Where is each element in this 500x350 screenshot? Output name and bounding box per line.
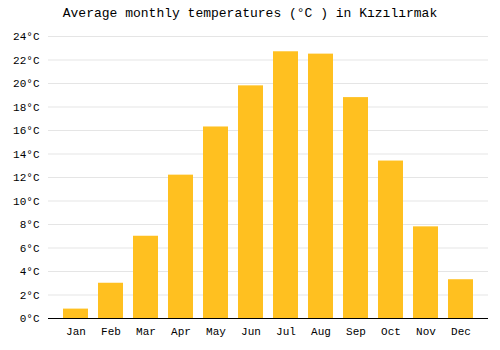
- svg-text:12°C: 12°C: [13, 172, 40, 184]
- svg-text:Jun: Jun: [241, 326, 261, 338]
- svg-text:Feb: Feb: [101, 326, 121, 338]
- svg-text:Mar: Mar: [136, 326, 156, 338]
- svg-text:14°C: 14°C: [13, 149, 40, 161]
- svg-text:18°C: 18°C: [13, 102, 40, 114]
- svg-text:Dec: Dec: [451, 326, 471, 338]
- svg-text:6°C: 6°C: [20, 243, 40, 255]
- svg-text:May: May: [206, 326, 226, 338]
- svg-text:24°C: 24°C: [13, 31, 40, 43]
- svg-text:0°C: 0°C: [20, 313, 40, 325]
- svg-text:Nov: Nov: [416, 326, 436, 338]
- svg-text:16°C: 16°C: [13, 125, 40, 137]
- svg-text:Sep: Sep: [346, 326, 366, 338]
- svg-text:8°C: 8°C: [20, 219, 40, 231]
- svg-text:4°C: 4°C: [20, 266, 40, 278]
- svg-text:Apr: Apr: [171, 326, 191, 338]
- html-text:Average monthly temperatures (: Average monthly temperatures (°C ) in Kı…: [62, 6, 438, 21]
- svg-text:22°C: 22°C: [13, 55, 40, 67]
- svg-text:2°C: 2°C: [20, 290, 40, 302]
- svg-text:Jul: Jul: [276, 326, 296, 338]
- svg-text:Aug: Aug: [311, 326, 331, 338]
- svg-text:10°C: 10°C: [13, 196, 40, 208]
- svg-text:Oct: Oct: [381, 326, 401, 338]
- svg-text:Jan: Jan: [66, 326, 86, 338]
- svg-text:20°C: 20°C: [13, 78, 40, 90]
